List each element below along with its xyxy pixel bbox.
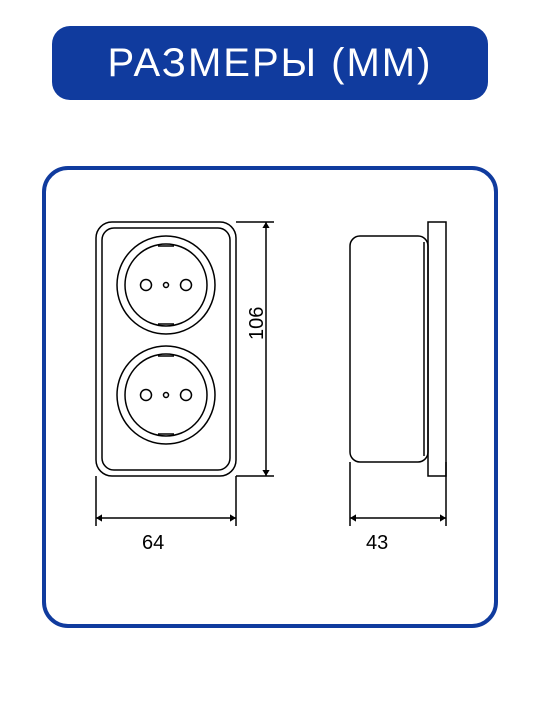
dim-width-label: 64 <box>142 532 164 555</box>
header-title: РАЗМЕРЫ (ММ) <box>108 41 433 86</box>
dim-depth-label: 43 <box>366 532 388 555</box>
header-banner: РАЗМЕРЫ (ММ) <box>52 26 488 100</box>
dimension-diagram <box>66 192 482 610</box>
dim-height-label: 106 <box>246 307 269 340</box>
dimensions-panel: 106 64 43 <box>42 166 498 628</box>
